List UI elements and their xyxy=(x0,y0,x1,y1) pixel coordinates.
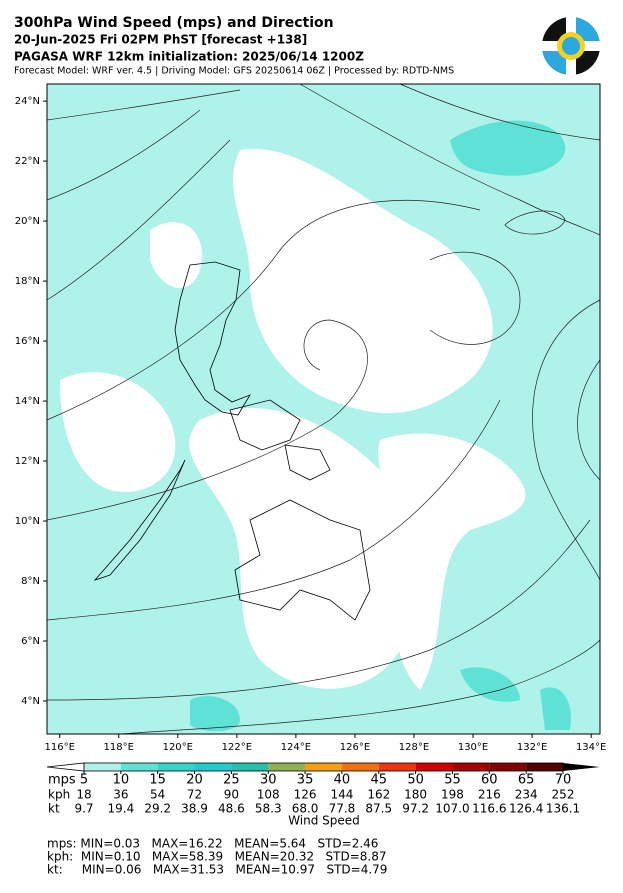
row-label: kph xyxy=(48,788,70,802)
x-tick-label: 124°E xyxy=(281,742,311,753)
colorbar-segment xyxy=(305,763,342,771)
kt-label: 77.8 xyxy=(329,802,356,816)
x-tick-label: 126°E xyxy=(340,742,370,753)
mps-label: 25 xyxy=(223,773,240,788)
mps-label: 70 xyxy=(555,773,572,788)
y-tick-label: 24°N xyxy=(15,96,40,107)
credits: Forecast Model: WRF ver. 4.5 | Driving M… xyxy=(14,66,454,77)
mps-label: 50 xyxy=(407,773,424,788)
kph-label: 72 xyxy=(187,788,202,802)
x-tick-label: 122°E xyxy=(222,742,252,753)
kt-label: 126.4 xyxy=(509,802,543,816)
mps-label: 60 xyxy=(481,773,498,788)
kph-label: 234 xyxy=(515,788,538,802)
y-tick-label: 8°N xyxy=(21,576,40,587)
colorbar-segment xyxy=(415,763,453,771)
kt-label: 97.2 xyxy=(402,802,429,816)
x-tick-label: 130°E xyxy=(458,742,488,753)
x-tick-label: 134°E xyxy=(576,742,606,753)
mps-label: 35 xyxy=(297,773,314,788)
kph-label: 126 xyxy=(294,788,317,802)
logo xyxy=(542,17,600,75)
row-label: kt xyxy=(48,802,60,816)
x-tick-label: 132°E xyxy=(517,742,547,753)
colorbar-segment xyxy=(120,763,158,771)
y-tick-label: 10°N xyxy=(15,516,40,527)
kph-label: 54 xyxy=(150,788,165,802)
colorbar-segment xyxy=(194,763,232,771)
colorbar-segment xyxy=(378,763,416,771)
mps-label: 55 xyxy=(444,773,461,788)
y-tick-label: 20°N xyxy=(15,216,40,227)
kt-label: 68.0 xyxy=(292,802,319,816)
valid-time: 20-Jun-2025 Fri 02PM PhST [forecast +138… xyxy=(14,33,307,47)
mps-label: 20 xyxy=(186,773,203,788)
kph-label: 180 xyxy=(404,788,427,802)
kt-label: 48.6 xyxy=(218,802,245,816)
colorbar-segment xyxy=(231,763,269,771)
kt-label: 29.2 xyxy=(144,802,171,816)
x-tick-label: 120°E xyxy=(163,742,193,753)
mps-label: 15 xyxy=(149,773,166,788)
map xyxy=(46,83,601,735)
kph-label: 216 xyxy=(478,788,501,802)
kph-label: 18 xyxy=(76,788,91,802)
y-tick-label: 18°N xyxy=(15,276,40,287)
colorbar-segment xyxy=(268,763,306,771)
title: 300hPa Wind Speed (mps) and Direction xyxy=(14,15,334,31)
colorbar-segment xyxy=(452,763,490,771)
kph-label: 90 xyxy=(224,788,239,802)
kph-label: 108 xyxy=(257,788,280,802)
mps-label: 40 xyxy=(334,773,351,788)
colorbar-frame xyxy=(83,762,564,772)
kph-label: 198 xyxy=(441,788,464,802)
x-tick-label: 116°E xyxy=(44,742,74,753)
kph-label: 252 xyxy=(552,788,575,802)
x-tick-label: 118°E xyxy=(104,742,134,753)
colorbar-segment xyxy=(489,763,527,771)
x-tick-label: 128°E xyxy=(399,742,429,753)
kt-label: 87.5 xyxy=(365,802,392,816)
y-tick-label: 4°N xyxy=(21,696,40,707)
y-tick-label: 14°N xyxy=(15,396,40,407)
mps-label: 10 xyxy=(113,773,130,788)
kt-label: 116.6 xyxy=(472,802,506,816)
row-label: mps xyxy=(48,773,76,788)
colorbar-title: Wind Speed xyxy=(288,814,360,828)
stats-line: mps: MIN=0.03 MAX=16.22 MEAN=5.64 STD=2.… xyxy=(47,837,378,851)
kt-label: 38.9 xyxy=(181,802,208,816)
kt-label: 58.3 xyxy=(255,802,282,816)
kt-label: 107.0 xyxy=(435,802,469,816)
mps-label: 45 xyxy=(370,773,387,788)
init-time: PAGASA WRF 12km initialization: 2025/06/… xyxy=(14,50,364,64)
kt-label: 136.1 xyxy=(546,802,580,816)
kph-label: 144 xyxy=(330,788,353,802)
stats-line: kt: MIN=0.06 MAX=31.53 MEAN=10.97 STD=4.… xyxy=(47,863,387,877)
colorbar-segment xyxy=(526,763,563,771)
mps-label: 30 xyxy=(260,773,277,788)
kph-label: 36 xyxy=(113,788,128,802)
y-tick-label: 16°N xyxy=(15,336,40,347)
colorbar-segment xyxy=(341,763,379,771)
kt-label: 19.4 xyxy=(107,802,134,816)
mps-label: 5 xyxy=(80,773,88,788)
kt-label: 9.7 xyxy=(74,802,93,816)
stats-line: kph: MIN=0.10 MAX=58.39 MEAN=20.32 STD=8… xyxy=(47,850,387,864)
mps-label: 65 xyxy=(518,773,535,788)
colorbar-segment xyxy=(157,763,195,771)
y-tick-label: 12°N xyxy=(15,456,40,467)
y-tick-label: 6°N xyxy=(21,636,40,647)
kph-label: 162 xyxy=(367,788,390,802)
y-tick-label: 22°N xyxy=(15,156,40,167)
colorbar-segment xyxy=(84,763,121,771)
